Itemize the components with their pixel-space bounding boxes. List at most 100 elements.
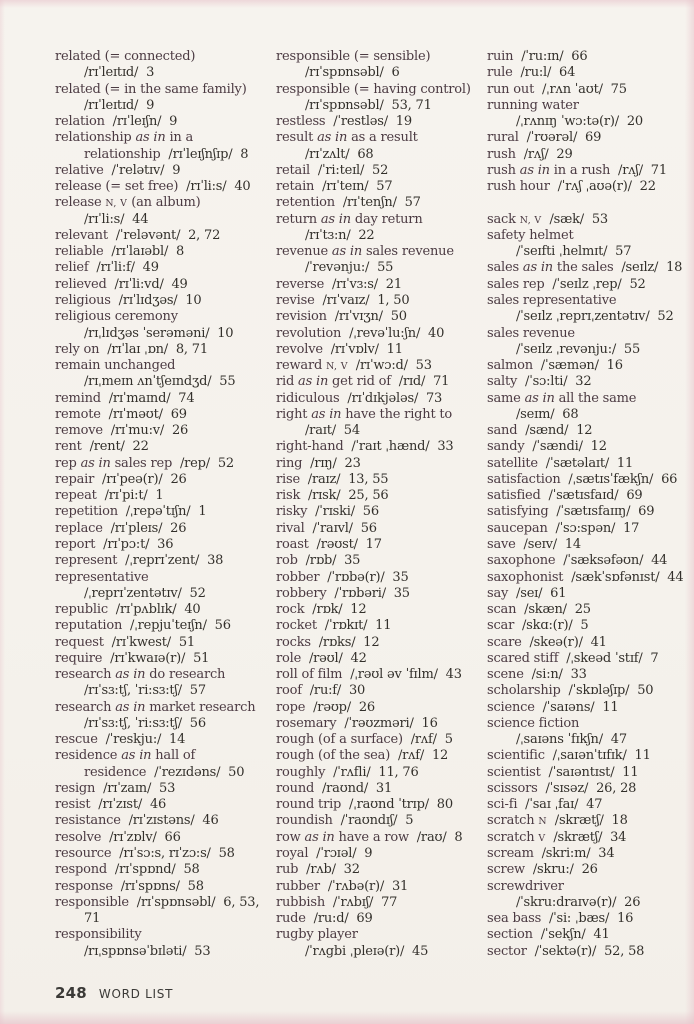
pronunciation: /ˈsætɪsfaɪd/ 69: [540, 488, 643, 504]
pronunciation: /ˈrʌfli/ 11, 76: [325, 764, 419, 780]
word-list-line: scar /skɑ:(r)/ 5: [487, 618, 689, 634]
headword: resist: [55, 797, 91, 813]
word-list-line: roughly /ˈrʌfli/ 11, 76: [276, 765, 487, 781]
word-list-column-1: related (= connected)/rɪˈleɪtɪd/ 3 relate…: [55, 49, 276, 960]
word-list-line: rubbish /ˈrʌbɪʃ/ 77: [276, 895, 487, 911]
as-in-phrase: as in: [311, 406, 342, 422]
pronunciation: /rɪˈmu:v/ 26: [102, 423, 189, 439]
headword: relevant: [55, 227, 108, 243]
headword: sci-fi: [487, 797, 518, 813]
word-list: related (= connected)/rɪˈleɪtɪd/ 3 relate…: [55, 49, 689, 960]
pronunciation: /ˌrepjuˈteɪʃn/ 56: [122, 618, 231, 634]
headword: residence: [55, 748, 122, 764]
word-list-line: rival /ˈraɪvl/ 56: [276, 521, 487, 537]
headword: role: [276, 650, 302, 666]
headword: rule: [487, 65, 513, 81]
word-list-line: sandy /ˈsændi/ 12: [487, 439, 689, 455]
headword: repair: [55, 471, 95, 487]
word-list-line: resolve /rɪˈzɒlv/ 66: [55, 830, 276, 846]
word-list-line: /ˈrevənju:/ 55: [276, 260, 487, 276]
pronunciation: /rɪˈvɜ:s/ 21: [324, 276, 402, 292]
word-list-line: release n, v (an album): [55, 195, 276, 211]
pronunciation: /ˈsæksəfəʊn/ 44: [555, 553, 668, 569]
pronunciation: /rɪˈspɒnsəbl/ 6, 53,: [128, 894, 260, 910]
word-list-line: safety helmet: [487, 228, 689, 244]
word-list-line: repeat /rɪˈpi:t/ 1: [55, 488, 276, 504]
scan-edge-bottom: [0, 1011, 694, 1024]
headword: resolve: [55, 829, 102, 845]
word-list-line: sand /sænd/ 12: [487, 423, 689, 439]
headword: risk: [276, 488, 301, 504]
headword: rob: [276, 553, 298, 569]
word-list-line: reward n, v /rɪˈwɔ:d/ 53: [276, 358, 487, 374]
pronunciation: /raɪt/ 54: [305, 423, 360, 439]
as-in-phrase: as in: [519, 162, 550, 178]
word-list-line: revision /rɪˈvɪʒn/ 50: [276, 309, 487, 325]
headword: represent: [55, 553, 118, 569]
word-list-line: responsibility: [55, 927, 276, 943]
pronunciation: /rɪˈlaɪ ˌɒn/ 8, 71: [99, 341, 208, 357]
word-list-line: rope /rəʊp/ 26: [276, 700, 487, 716]
headword: reliable: [55, 244, 104, 260]
word-list-line: rural /ˈrʊərəl/ 69: [487, 130, 689, 146]
word-list-line: require /rɪˈkwaɪə(r)/ 51: [55, 651, 276, 667]
word-list-line: responsible (= having control): [276, 82, 487, 98]
pronunciation: /ˈraʊndɪʃ/ 5: [332, 813, 414, 829]
word-list-line: scratch n /skrætʃ/ 18: [487, 813, 689, 829]
word-list-line: scared stiff /ˌskeəd ˈstɪf/ 7: [487, 651, 689, 667]
headword: scared stiff: [487, 650, 559, 666]
headword: rocket: [276, 618, 317, 634]
word-list-line: relative /ˈrelətɪv/ 9: [55, 163, 276, 179]
headword: the sales: [552, 260, 614, 276]
headword: result: [276, 130, 318, 146]
pronunciation: /sækˈsɒfənɪst/ 44: [563, 569, 684, 585]
pronunciation: /rɪˈpʌblɪk/ 40: [107, 602, 201, 618]
headword: relationship: [55, 130, 136, 146]
word-list-line: role /rəʊl/ 42: [276, 651, 487, 667]
word-list-line: saxophone /ˈsæksəfəʊn/ 44: [487, 553, 689, 569]
word-list-line: rude /ru:d/ 69: [276, 911, 487, 927]
headword: representative: [55, 569, 149, 585]
word-list-line: resistance /rɪˈzɪstəns/ 46: [55, 813, 276, 829]
word-list-line: /ˌsaɪəns ˈfɪkʃn/ 47: [487, 732, 689, 748]
headword: repeat: [55, 488, 97, 504]
headword: in a rush: [549, 162, 611, 178]
word-list-line: science /ˈsaɪəns/ 11: [487, 700, 689, 716]
headword: scissors: [487, 780, 538, 796]
headword: rush hour: [487, 179, 550, 195]
headword: revision: [276, 309, 327, 325]
headword: rural: [487, 130, 519, 146]
headword: rock: [276, 602, 305, 618]
headword: sales revenue: [362, 244, 454, 260]
word-list-line: /rɪˈtɜ:n/ 22: [276, 228, 487, 244]
pronunciation: /rɪˈspɒnsəbl/ 53, 71: [305, 97, 432, 113]
headword: resistance: [55, 813, 121, 829]
word-list-line: request /rɪˈkwest/ 51: [55, 635, 276, 651]
word-list-line: scratch v /skrætʃ/ 34: [487, 830, 689, 846]
word-list-line: sector /ˈsektə(r)/ 52, 58: [487, 944, 689, 960]
headword: revenue: [276, 244, 332, 260]
as-in-phrase: as in: [331, 244, 363, 260]
headword: science fiction: [487, 715, 580, 731]
word-list-line: rough (of the sea) /rʌf/ 12: [276, 748, 487, 764]
pronunciation: /ˈsekʃn/ 41: [532, 927, 610, 943]
pronunciation: /rep/ 52: [172, 455, 234, 471]
word-list-line: retail /ˈri:teɪl/ 52: [276, 163, 487, 179]
headword: right-hand: [276, 439, 344, 455]
word-list-line: /rɪˈspɒnsəbl/ 53, 71: [276, 98, 487, 114]
headword: republic: [55, 602, 108, 618]
headword: science: [487, 699, 535, 715]
word-list-line: rough (of a surface) /rʌf/ 5: [276, 732, 487, 748]
pronunciation: /rʌb/ 32: [298, 862, 360, 878]
pronunciation: /rɪˈli:s/ 40: [178, 179, 251, 195]
word-list-line: revise /rɪˈvaɪz/ 1, 50: [276, 293, 487, 309]
headword: screw: [487, 862, 525, 878]
headword: sales representative: [487, 292, 617, 308]
pronunciation: /ˌraʊnd ˈtrɪp/ 80: [341, 797, 453, 813]
pronunciation: /ˈrelətɪv/ 9: [103, 162, 181, 178]
word-list-line: rocks /rɒks/ 12: [276, 635, 487, 651]
headword: rubber: [276, 878, 320, 894]
pronunciation: /ˈrʊərəl/ 69: [518, 130, 602, 146]
headword: rude: [276, 911, 306, 927]
